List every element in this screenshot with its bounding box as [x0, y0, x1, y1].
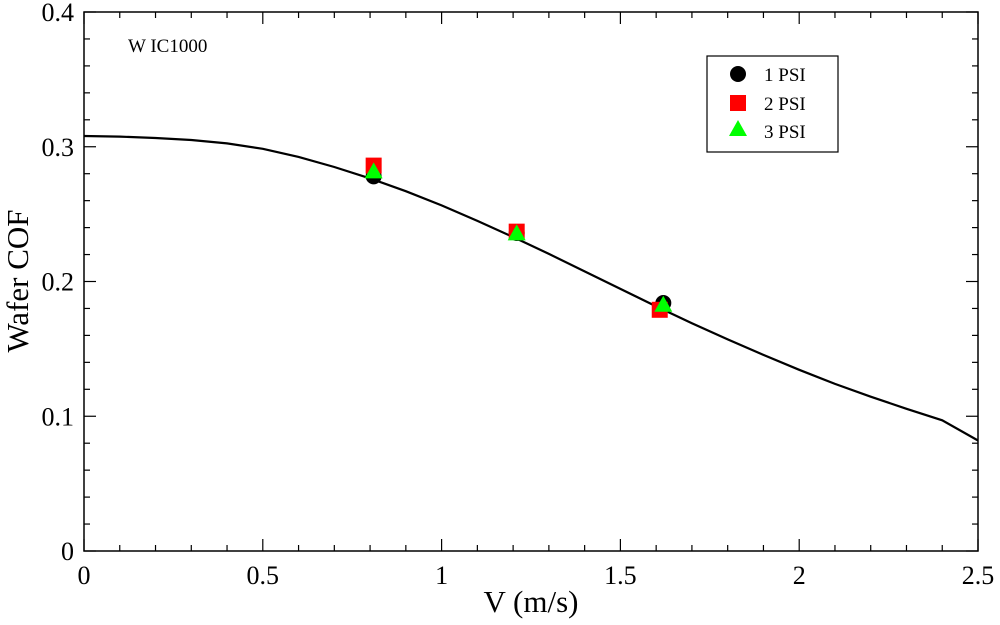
data-point-3-psi [364, 162, 383, 179]
legend-box [706, 55, 839, 153]
data-point-3-psi [654, 295, 673, 312]
legend-label-3-psi: 3 PSI [764, 122, 806, 143]
legend-label-1-psi: 1 PSI [764, 65, 806, 86]
y-tick-label: 0.1 [42, 402, 75, 431]
y-tick-label: 0.3 [42, 133, 75, 162]
y-axis-title: Wafer COF [0, 210, 35, 353]
x-tick-label: 2.5 [962, 561, 995, 590]
x-tick-label: 0 [78, 561, 91, 590]
legend-marker-3-psi [729, 120, 747, 136]
axis-ticks [83, 11, 979, 552]
plot-area [83, 11, 979, 552]
data-points [364, 157, 673, 318]
annotation-label: W IC1000 [128, 36, 207, 57]
y-tick-label: 0.4 [42, 0, 75, 27]
y-tick-label: 0.2 [42, 268, 75, 297]
legend-marker-1-psi [730, 66, 746, 82]
x-axis-title: V (m/s) [483, 584, 578, 619]
legend-marker-2-psi [730, 95, 746, 111]
data-point-3-psi [507, 224, 526, 241]
x-tick-label: 1 [435, 561, 448, 590]
legend-label-2-psi: 2 PSI [764, 94, 806, 115]
x-tick-label: 1.5 [604, 561, 637, 590]
x-tick-label: 2 [793, 561, 806, 590]
legend: 1 PSI 2 PSI 3 PSI [706, 55, 839, 153]
tick-labels: 0 0.5 1 1.5 2 2.5 0 0.1 0.2 0.3 0.4 [42, 0, 995, 590]
y-tick-label: 0 [61, 537, 74, 566]
fit-curve [83, 134, 979, 442]
x-tick-label: 0.5 [247, 561, 280, 590]
